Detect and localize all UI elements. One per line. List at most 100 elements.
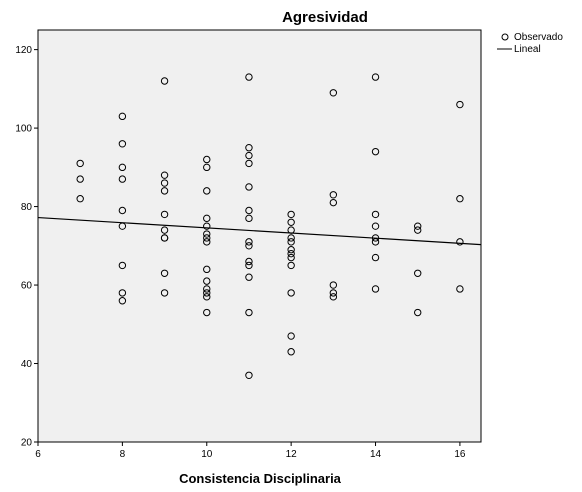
legend: Observado Lineal bbox=[497, 32, 563, 55]
observed-point-7 bbox=[118, 206, 127, 215]
observed-point-10 bbox=[118, 289, 127, 297]
observed-point-45 bbox=[245, 257, 253, 266]
observed-point-35 bbox=[203, 308, 211, 317]
observed-point-56 bbox=[287, 249, 295, 258]
x-tick-label-2: 10 bbox=[201, 449, 213, 460]
observed-point-6 bbox=[118, 175, 127, 183]
observed-points bbox=[76, 73, 464, 379]
observed-point-5 bbox=[118, 163, 127, 172]
y-tick-label-0: 20 bbox=[21, 438, 33, 449]
observed-point-34 bbox=[203, 293, 211, 301]
observed-point-42 bbox=[245, 214, 253, 223]
observed-point-64 bbox=[329, 198, 338, 207]
observed-point-77 bbox=[414, 226, 422, 234]
observed-point-29 bbox=[203, 238, 211, 246]
observed-point-24 bbox=[203, 187, 211, 195]
observed-point-15 bbox=[160, 187, 169, 195]
y-tick-label-2: 60 bbox=[21, 281, 33, 292]
observed-point-30 bbox=[203, 265, 211, 274]
observed-point-28 bbox=[203, 234, 211, 242]
x-axis-label: Consistencia Disciplinaria bbox=[179, 471, 342, 486]
observed-point-13 bbox=[160, 171, 169, 179]
observed-point-55 bbox=[287, 246, 295, 254]
x-tick-label-5: 16 bbox=[454, 449, 466, 460]
observed-point-4 bbox=[118, 140, 127, 148]
observed-point-11 bbox=[118, 297, 127, 305]
x-tick-label-0: 6 bbox=[35, 449, 41, 460]
x-tick-label-4: 14 bbox=[370, 449, 382, 460]
observed-point-17 bbox=[160, 226, 169, 234]
observed-point-43 bbox=[245, 238, 253, 246]
observed-point-58 bbox=[287, 261, 295, 270]
observed-point-26 bbox=[203, 222, 211, 230]
observed-point-70 bbox=[371, 210, 380, 219]
observed-point-22 bbox=[203, 155, 211, 164]
observed-point-1 bbox=[76, 175, 84, 183]
observed-point-74 bbox=[371, 253, 380, 262]
observed-point-39 bbox=[245, 159, 253, 168]
observed-point-67 bbox=[329, 293, 338, 301]
y-tick-label-5: 120 bbox=[15, 45, 32, 56]
observed-point-78 bbox=[414, 269, 422, 277]
observed-point-14 bbox=[160, 179, 169, 187]
observed-point-44 bbox=[245, 242, 253, 250]
observed-point-68 bbox=[371, 73, 380, 81]
observed-point-23 bbox=[203, 163, 211, 172]
observed-point-83 bbox=[456, 285, 464, 293]
observed-point-57 bbox=[287, 253, 295, 262]
observed-point-48 bbox=[245, 308, 253, 317]
observed-point-19 bbox=[160, 234, 169, 242]
observed-point-65 bbox=[329, 281, 338, 289]
observed-point-71 bbox=[371, 222, 380, 230]
observed-point-69 bbox=[371, 147, 380, 156]
observed-point-16 bbox=[160, 210, 169, 219]
observed-point-25 bbox=[203, 214, 211, 223]
observed-point-51 bbox=[287, 218, 295, 226]
y-tick-label-4: 100 bbox=[15, 124, 32, 135]
observed-point-46 bbox=[245, 261, 253, 270]
fit-line-layer bbox=[37, 216, 482, 246]
observed-point-79 bbox=[414, 308, 422, 317]
legend-linear-label: Lineal bbox=[514, 44, 541, 55]
observed-point-20 bbox=[160, 269, 169, 277]
observed-point-21 bbox=[160, 289, 169, 297]
y-tick-label-1: 40 bbox=[21, 359, 33, 370]
observed-point-37 bbox=[245, 144, 253, 152]
observed-point-62 bbox=[329, 89, 338, 97]
observed-point-12 bbox=[160, 77, 169, 85]
axis-ticks: 6 8 10 12 14 16 20 40 60 80 100 120 bbox=[15, 45, 466, 460]
x-tick-label-3: 12 bbox=[286, 449, 298, 460]
observed-point-36 bbox=[245, 73, 253, 81]
observed-point-9 bbox=[118, 261, 127, 270]
observed-point-61 bbox=[287, 348, 295, 356]
observed-point-76 bbox=[414, 222, 422, 230]
observed-point-63 bbox=[329, 191, 338, 199]
observed-point-82 bbox=[456, 238, 464, 246]
observed-point-27 bbox=[203, 230, 211, 238]
x-tick-label-1: 8 bbox=[120, 449, 126, 460]
observed-point-47 bbox=[245, 273, 253, 281]
observed-point-3 bbox=[118, 112, 127, 121]
observed-point-54 bbox=[287, 238, 295, 246]
observed-point-32 bbox=[203, 285, 211, 293]
observed-point-80 bbox=[456, 100, 464, 109]
observed-point-38 bbox=[245, 151, 253, 160]
observed-point-0 bbox=[76, 159, 84, 168]
observed-point-31 bbox=[203, 277, 211, 285]
legend-observed-marker bbox=[501, 33, 509, 41]
legend-observed-label: Observado bbox=[514, 32, 563, 43]
observed-point-60 bbox=[287, 332, 295, 340]
observed-point-66 bbox=[329, 289, 338, 297]
observed-point-2 bbox=[76, 195, 84, 203]
observed-point-50 bbox=[287, 210, 295, 219]
linear-fit-line bbox=[37, 216, 482, 246]
y-tick-label-3: 80 bbox=[21, 202, 33, 213]
observed-point-49 bbox=[245, 371, 253, 379]
observed-point-53 bbox=[287, 234, 295, 242]
observed-point-59 bbox=[287, 289, 295, 297]
observed-point-75 bbox=[371, 285, 380, 293]
observed-point-33 bbox=[203, 289, 211, 297]
observed-point-41 bbox=[245, 206, 253, 215]
chart-title: Agresividad bbox=[282, 9, 368, 26]
